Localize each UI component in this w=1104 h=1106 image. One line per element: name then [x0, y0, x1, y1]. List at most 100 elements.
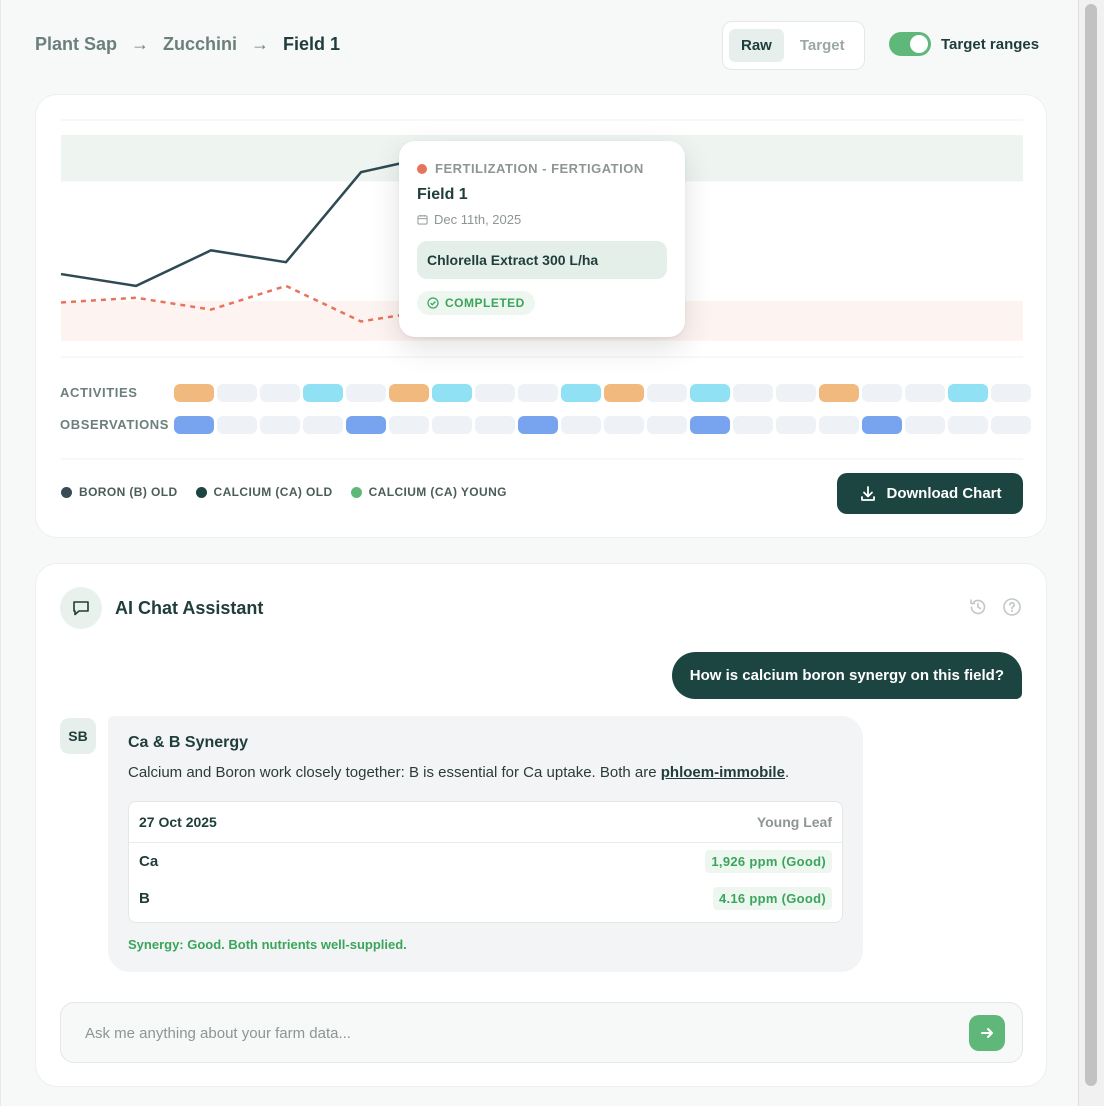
timeline-slot — [518, 384, 558, 402]
page-header: Plant Sap → Zucchini → Field 1 Raw Targe… — [35, 20, 1046, 70]
target-ranges-label: Target ranges — [941, 35, 1040, 53]
chat-input[interactable] — [85, 1021, 945, 1045]
raw-mode-button[interactable]: Raw — [729, 29, 784, 62]
timeline-event-orange[interactable] — [604, 384, 644, 402]
tooltip-date-label: Dec 11th, 2025 — [434, 212, 522, 227]
legend-dot — [61, 486, 72, 498]
history-icon[interactable] — [968, 597, 988, 617]
legend-item-boron-old[interactable]: BORON (B) OLD — [61, 485, 178, 499]
phloem-immobile-link[interactable]: phloem-immobile — [660, 764, 785, 781]
timeline-slot — [217, 416, 257, 434]
download-chart-button[interactable]: Download Chart — [837, 473, 1023, 514]
chart-legend: BORON (B) OLD CALCIUM (CA) OLD CALCIUM (… — [61, 485, 507, 499]
legend-label: CALCIUM (CA) OLD — [213, 485, 333, 499]
chat-bubble-icon — [60, 587, 102, 629]
tooltip-product: Chlorella Extract 300 L/ha — [417, 241, 667, 279]
breadcrumb: Plant Sap → Zucchini → Field 1 — [35, 34, 340, 55]
timeline-slot — [303, 416, 343, 434]
category-dot-icon — [417, 163, 427, 174]
legend-item-calcium-young[interactable]: CALCIUM (CA) YOUNG — [350, 485, 507, 499]
timeline-slot — [733, 384, 773, 402]
timeline-slot — [819, 416, 859, 434]
legend-label: BORON (B) OLD — [79, 485, 178, 499]
tooltip-category-label: FERTILIZATION - FERTIGATION — [435, 161, 644, 176]
timeline-slot — [991, 384, 1031, 402]
timeline-slot — [776, 416, 816, 434]
assistant-message-title: Ca & B Synergy — [128, 734, 249, 751]
breadcrumb-field: Field 1 — [283, 34, 341, 54]
user-message: How is calcium boron synergy on this fie… — [671, 652, 1022, 699]
toggle-switch[interactable] — [889, 32, 931, 56]
timeline-event-orange[interactable] — [819, 384, 859, 402]
tooltip-date: Dec 11th, 2025 — [417, 212, 667, 227]
target-ranges-toggle[interactable]: Target ranges — [889, 32, 1039, 56]
status-badge: COMPLETED — [417, 291, 535, 315]
observations-track — [174, 416, 1031, 434]
breadcrumb-plant-sap[interactable]: Plant Sap — [35, 34, 118, 54]
chat-card: AI Chat Assistant How is calcium boron s… — [35, 563, 1047, 1087]
timeline-slot — [776, 384, 816, 402]
timeline-slot — [905, 416, 945, 434]
tooltip-category: FERTILIZATION - FERTIGATION — [417, 161, 667, 176]
table-row: B 4.16 ppm (Good) — [129, 880, 842, 922]
timeline-slot — [733, 416, 773, 434]
target-mode-button[interactable]: Target — [799, 37, 845, 54]
timeline-slot — [475, 416, 515, 434]
timeline-slot — [561, 416, 601, 434]
arrow-right-icon: → — [251, 34, 270, 54]
timeline-event-blue[interactable] — [690, 416, 730, 434]
timeline-event-cyan[interactable] — [303, 384, 343, 402]
timeline-slot — [389, 416, 429, 434]
chat-title: AI Chat Assistant — [115, 598, 264, 618]
toggle-knob — [910, 35, 928, 53]
arrow-right-icon: → — [131, 34, 150, 54]
timeline-slot — [604, 416, 644, 434]
timeline-event-orange[interactable] — [174, 384, 214, 402]
nutrient-value: 1,926 ppm (Good) — [705, 850, 832, 873]
timeline-event-cyan[interactable] — [948, 384, 988, 402]
legend-dot — [195, 486, 207, 498]
leaf-type: Young Leaf — [756, 814, 832, 830]
timeline-event-cyan[interactable] — [432, 384, 472, 402]
timeline-slot — [991, 416, 1031, 434]
download-label: Download Chart — [886, 485, 1002, 502]
activities-track — [174, 384, 1031, 402]
series-line — [60, 154, 437, 288]
scrollbar-thumb[interactable] — [1085, 4, 1097, 1086]
assistant-message-text: Calcium and Boron work closely together:… — [128, 764, 843, 781]
assistant-avatar: SB — [60, 718, 96, 754]
assistant-text: Calcium and Boron work closely together:… — [128, 764, 661, 781]
timeline-slot — [647, 384, 687, 402]
legend-item-calcium-old[interactable]: CALCIUM (CA) OLD — [195, 485, 333, 499]
nutrient-name: Ca — [139, 853, 159, 870]
timeline-event-blue[interactable] — [518, 416, 558, 434]
timeline-slot — [260, 416, 300, 434]
help-icon[interactable] — [1002, 597, 1022, 617]
legend-dot — [350, 486, 362, 498]
timeline-slot — [647, 416, 687, 434]
timeline-slot — [432, 416, 472, 434]
timeline-slot — [217, 384, 257, 402]
vertical-scrollbar[interactable] — [1078, 0, 1104, 1106]
activity-tooltip: FERTILIZATION - FERTIGATION Field 1 Dec … — [399, 141, 685, 337]
status-label: COMPLETED — [445, 296, 525, 310]
legend-label: CALCIUM (CA) YOUNG — [368, 485, 507, 499]
app-window: Plant Sap → Zucchini → Field 1 Raw Targe… — [0, 0, 1047, 1106]
chat-input-box — [60, 1002, 1023, 1063]
activities-label: ACTIVITIES — [60, 385, 138, 400]
calendar-icon — [417, 214, 428, 225]
nutrient-value: 4.16 ppm (Good) — [712, 887, 832, 910]
timeline-event-blue[interactable] — [174, 416, 214, 434]
timeline-event-orange[interactable] — [389, 384, 429, 402]
nutrient-name: B — [139, 890, 150, 907]
timeline-event-cyan[interactable] — [561, 384, 601, 402]
timeline-event-blue[interactable] — [862, 416, 902, 434]
table-header: 27 Oct 2025 Young Leaf — [129, 802, 842, 843]
timeline-slot — [346, 384, 386, 402]
timeline-slot — [260, 384, 300, 402]
timeline-event-blue[interactable] — [346, 416, 386, 434]
timeline-event-cyan[interactable] — [690, 384, 730, 402]
send-button[interactable] — [969, 1015, 1005, 1051]
assistant-message: Ca & B Synergy Calcium and Boron work cl… — [108, 716, 863, 972]
breadcrumb-zucchini[interactable]: Zucchini — [163, 34, 238, 54]
